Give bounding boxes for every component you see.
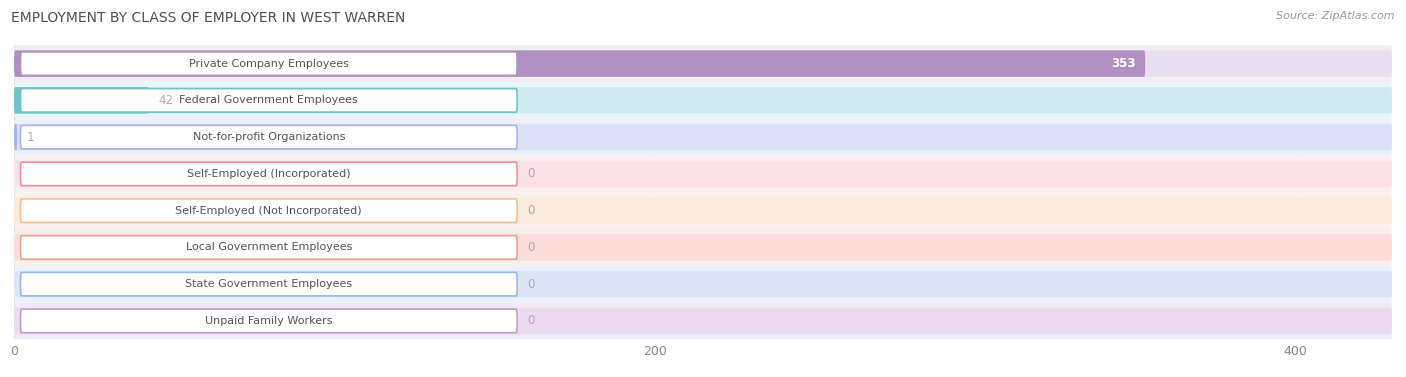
- Text: Self-Employed (Not Incorporated): Self-Employed (Not Incorporated): [176, 205, 363, 216]
- FancyBboxPatch shape: [14, 266, 1392, 302]
- FancyBboxPatch shape: [14, 198, 1392, 224]
- Text: Source: ZipAtlas.com: Source: ZipAtlas.com: [1277, 11, 1395, 21]
- Text: State Government Employees: State Government Employees: [186, 279, 353, 289]
- Text: 353: 353: [1111, 57, 1136, 70]
- FancyBboxPatch shape: [21, 89, 517, 112]
- Text: 0: 0: [527, 314, 534, 327]
- FancyBboxPatch shape: [14, 87, 1392, 113]
- FancyBboxPatch shape: [14, 308, 1392, 334]
- FancyBboxPatch shape: [21, 236, 517, 259]
- FancyBboxPatch shape: [21, 199, 517, 222]
- FancyBboxPatch shape: [21, 273, 517, 296]
- FancyBboxPatch shape: [21, 126, 517, 149]
- FancyBboxPatch shape: [14, 302, 1392, 339]
- FancyBboxPatch shape: [14, 124, 17, 150]
- Text: 0: 0: [527, 241, 534, 254]
- FancyBboxPatch shape: [14, 82, 1392, 119]
- FancyBboxPatch shape: [21, 309, 517, 333]
- Text: EMPLOYMENT BY CLASS OF EMPLOYER IN WEST WARREN: EMPLOYMENT BY CLASS OF EMPLOYER IN WEST …: [11, 11, 405, 25]
- FancyBboxPatch shape: [14, 124, 1392, 150]
- FancyBboxPatch shape: [14, 119, 1392, 156]
- FancyBboxPatch shape: [14, 51, 1392, 77]
- Text: 0: 0: [527, 278, 534, 291]
- FancyBboxPatch shape: [14, 87, 149, 113]
- FancyBboxPatch shape: [21, 162, 517, 185]
- Text: 0: 0: [527, 167, 534, 180]
- FancyBboxPatch shape: [14, 51, 1146, 77]
- Text: Private Company Employees: Private Company Employees: [188, 58, 349, 69]
- FancyBboxPatch shape: [21, 52, 517, 75]
- Text: Not-for-profit Organizations: Not-for-profit Organizations: [193, 132, 344, 142]
- FancyBboxPatch shape: [14, 234, 1392, 261]
- Text: Federal Government Employees: Federal Government Employees: [180, 95, 359, 106]
- FancyBboxPatch shape: [14, 45, 1392, 82]
- Text: 42: 42: [159, 94, 173, 107]
- FancyBboxPatch shape: [14, 156, 1392, 192]
- Text: 0: 0: [527, 204, 534, 217]
- FancyBboxPatch shape: [14, 271, 1392, 297]
- FancyBboxPatch shape: [14, 229, 1392, 266]
- Text: Local Government Employees: Local Government Employees: [186, 242, 352, 253]
- FancyBboxPatch shape: [14, 161, 1392, 187]
- Text: Self-Employed (Incorporated): Self-Employed (Incorporated): [187, 169, 350, 179]
- Text: Unpaid Family Workers: Unpaid Family Workers: [205, 316, 333, 326]
- FancyBboxPatch shape: [14, 192, 1392, 229]
- Text: 1: 1: [27, 131, 34, 144]
